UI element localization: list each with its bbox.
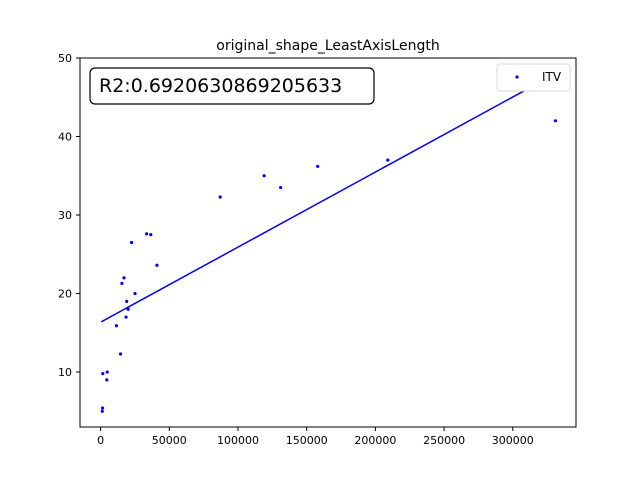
data-point	[218, 195, 222, 199]
x-tick-label: 150000	[286, 434, 328, 447]
data-point	[262, 174, 266, 178]
data-point	[126, 307, 130, 311]
y-tick-label: 40	[58, 131, 72, 144]
x-tick-label: 300000	[492, 434, 534, 447]
r2-annotation-box	[89, 67, 375, 105]
data-point	[145, 232, 149, 236]
x-tick-label: 100000	[217, 434, 259, 447]
data-point	[101, 372, 105, 376]
data-point	[155, 263, 159, 267]
data-point	[120, 281, 124, 285]
data-point	[105, 370, 109, 374]
x-tick-label: 50000	[152, 434, 187, 447]
legend: ITV	[496, 63, 571, 92]
x-tick-label: 250000	[423, 434, 465, 447]
plot-area: 0 50000 100000 150000 200000 250000 300000 10 20…	[58, 52, 577, 447]
data-point	[125, 299, 129, 303]
legend-label-itv: ITV	[542, 70, 562, 84]
data-point	[553, 119, 557, 123]
data-point	[129, 240, 134, 245]
x-tick-label: 0	[97, 434, 104, 447]
data-point	[100, 409, 104, 413]
data-point	[100, 406, 105, 410]
r2-annotation: R2:0.6920630869205633	[89, 67, 375, 105]
axes-frame	[79, 57, 577, 428]
legend-marker	[515, 75, 519, 79]
data-point	[149, 233, 153, 237]
data-point	[118, 352, 123, 356]
data-point	[122, 276, 126, 280]
y-tick-label: 20	[58, 288, 72, 301]
fit-line	[100, 73, 556, 323]
data-point	[114, 324, 119, 328]
data-point	[278, 185, 283, 190]
r2-annotation-text: R2:0.6920630869205633	[99, 75, 342, 97]
x-tick-label: 200000	[354, 434, 396, 447]
legend-box	[496, 63, 571, 92]
y-tick-label: 30	[58, 209, 72, 222]
data-point	[105, 378, 109, 382]
data-point	[133, 291, 137, 296]
chart-title: original_shape_LeastAxisLength	[216, 38, 439, 54]
data-point	[316, 164, 320, 168]
y-tick-label: 10	[58, 366, 72, 379]
data-point	[124, 315, 128, 319]
data-point	[386, 158, 390, 162]
y-tick-label: 50	[58, 52, 72, 65]
